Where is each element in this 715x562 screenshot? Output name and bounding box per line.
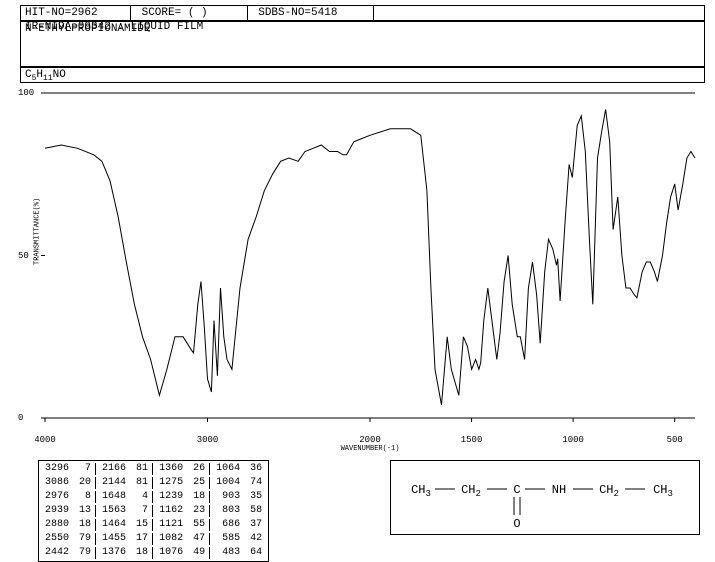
x-tick: 1500	[461, 435, 483, 445]
x-tick: 3000	[197, 435, 219, 445]
sdbs-no: SDBS-NO=5418	[254, 6, 374, 20]
score: SCORE= ( )	[138, 6, 248, 20]
peak-row: 24427913761810764948364	[41, 547, 266, 559]
x-tick: 500	[667, 435, 683, 445]
y-tick: 0	[18, 413, 23, 423]
y-axis-label: TRANSMITTANCE(%)	[34, 197, 42, 264]
svg-text:C: C	[513, 483, 520, 497]
x-tick: 4000	[34, 435, 56, 445]
x-tick: 1000	[562, 435, 584, 445]
structure-diagram: CH3 CH2 C NH CH2 CH3 O	[390, 460, 700, 535]
structure-svg: CH3 CH2 C NH CH2 CH3 O	[391, 461, 701, 536]
svg-text:CH3: CH3	[411, 483, 431, 499]
header-row: HIT-NO=2962 SCORE= ( ) SDBS-NO=5418 IR-N…	[20, 5, 705, 21]
svg-text:CH3: CH3	[653, 483, 673, 499]
peak-table: 32967216681136026106436 30862021448112752…	[38, 460, 269, 562]
molecular-formula: C5H11NO	[20, 67, 705, 83]
y-tick: 100	[18, 88, 34, 98]
svg-text:CH2: CH2	[599, 483, 619, 499]
peak-row: 28801814641511215568637	[41, 519, 266, 531]
peak-row: 2939131563711622380358	[41, 505, 266, 517]
x-tick: 2000	[359, 435, 381, 445]
spectrum-chart: TRANSMITTANCE(%) WAVENUMBER(-1) 05010040…	[40, 88, 700, 433]
y-tick: 50	[18, 251, 29, 261]
spectrum-svg	[40, 88, 700, 433]
peak-row: 32967216681136026106436	[41, 463, 266, 475]
peak-row: 297681648412391890335	[41, 491, 266, 503]
compound-name: N-ETHYLPROPIONAMIDE	[20, 21, 705, 67]
hit-no: HIT-NO=2962	[21, 6, 131, 20]
peak-row: 308620214481127525100474	[41, 477, 266, 489]
svg-text:CH2: CH2	[461, 483, 481, 499]
svg-text:NH: NH	[552, 483, 566, 497]
x-axis-label: WAVENUMBER(-1)	[341, 445, 400, 453]
peak-row: 25507914551710824758542	[41, 533, 266, 545]
svg-text:O: O	[513, 517, 520, 531]
